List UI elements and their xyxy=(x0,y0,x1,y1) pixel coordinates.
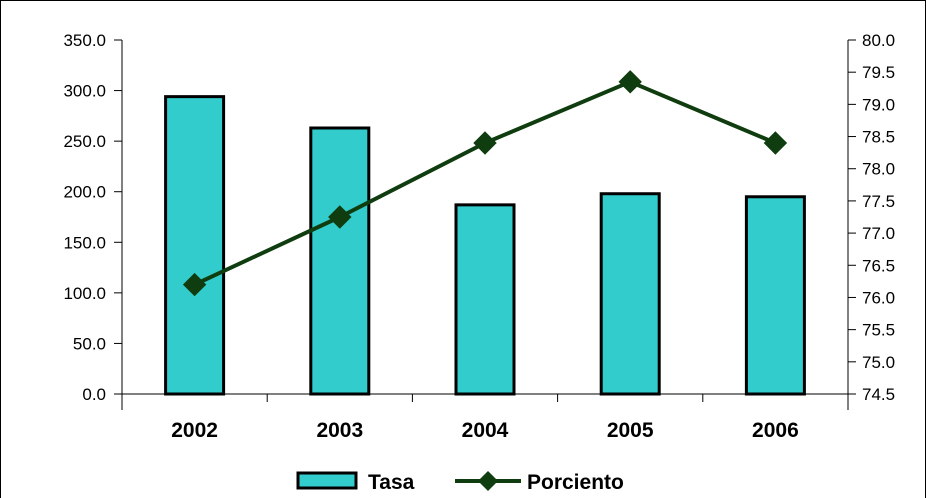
point-porciento-2005 xyxy=(619,71,641,93)
x-category-label: 2003 xyxy=(316,419,363,442)
point-porciento-2004 xyxy=(474,132,496,154)
bar-tasa-2004 xyxy=(456,205,514,394)
right-tick-label: 78.5 xyxy=(862,128,895,147)
left-tick-label: 0.0 xyxy=(82,385,106,404)
legend-swatch-tasa xyxy=(298,473,356,488)
right-tick-label: 75.5 xyxy=(862,321,895,340)
legend-label-porciento: Porciento xyxy=(527,471,624,494)
x-category-label: 2005 xyxy=(607,419,654,442)
x-category-label: 2006 xyxy=(752,419,799,442)
right-tick-label: 76.0 xyxy=(862,288,895,307)
right-tick-label: 79.5 xyxy=(862,63,895,82)
left-tick-label: 250.0 xyxy=(63,132,106,151)
bar-tasa-2003 xyxy=(311,128,369,394)
left-tick-label: 150.0 xyxy=(63,233,106,252)
right-tick-label: 74.5 xyxy=(862,385,895,404)
left-tick-label: 100.0 xyxy=(63,284,106,303)
bar-tasa-2006 xyxy=(746,197,804,394)
right-tick-label: 79.0 xyxy=(862,95,895,114)
right-tick-label: 77.5 xyxy=(862,192,895,211)
legend-marker-porciento xyxy=(478,471,498,491)
left-tick-label: 300.0 xyxy=(63,82,106,101)
x-category-label: 2002 xyxy=(171,419,218,442)
point-porciento-2006 xyxy=(764,132,786,154)
left-tick-label: 50.0 xyxy=(73,334,106,353)
right-tick-label: 76.5 xyxy=(862,256,895,275)
legend-label-tasa: Tasa xyxy=(368,471,415,494)
right-tick-label: 77.0 xyxy=(862,224,895,243)
right-tick-label: 78.0 xyxy=(862,160,895,179)
x-category-label: 2004 xyxy=(462,419,509,442)
left-tick-label: 350.0 xyxy=(63,31,106,50)
right-tick-label: 80.0 xyxy=(862,31,895,50)
left-tick-label: 200.0 xyxy=(63,183,106,202)
bar-tasa-2005 xyxy=(601,194,659,394)
bar-tasa-2002 xyxy=(166,97,224,394)
right-tick-label: 75.0 xyxy=(862,353,895,372)
